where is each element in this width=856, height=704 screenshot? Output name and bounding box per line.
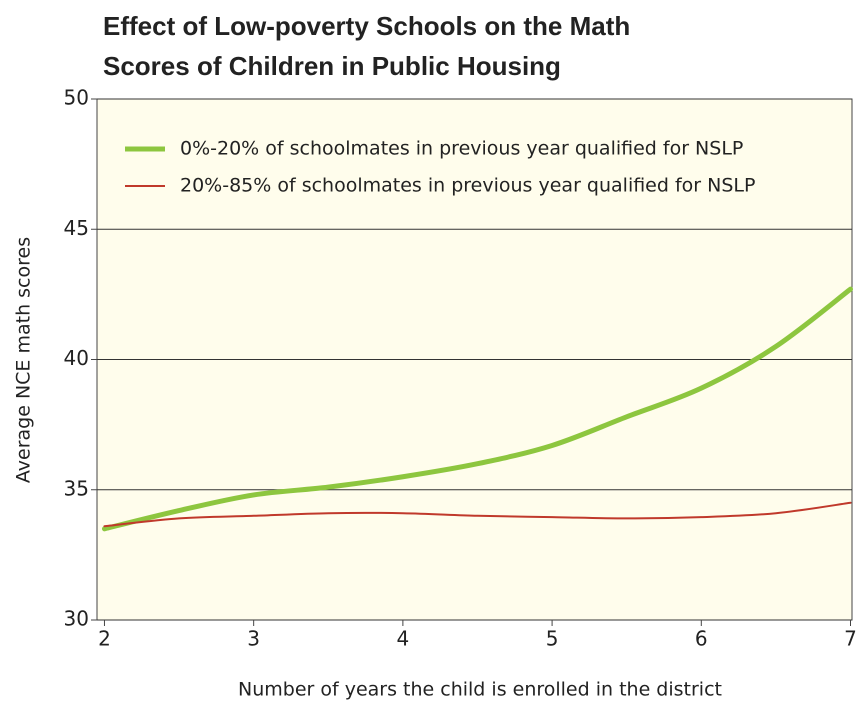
x-tick-label: 6: [695, 627, 708, 651]
y-axis-label: Average NCE math scores: [13, 237, 35, 483]
x-tick-label: 7: [844, 627, 856, 651]
y-tick-label: 40: [64, 346, 89, 370]
x-axis-label: Number of years the child is enrolled in…: [238, 679, 722, 701]
x-tick-label: 2: [98, 627, 111, 651]
series-line: [103, 501, 852, 528]
chart-title: Effect of Low-poverty Schools on the Mat…: [103, 11, 631, 81]
x-tick-label: 5: [546, 627, 559, 651]
x-tick-label: 4: [397, 627, 410, 651]
y-tick-label: 35: [64, 476, 89, 500]
legend-label: 0%-20% of schoolmates in previous year q…: [180, 138, 743, 160]
y-tick-label: 50: [64, 86, 89, 110]
series-line: [101, 286, 854, 532]
x-tick-label: 3: [247, 627, 260, 651]
y-tick-label: 45: [64, 216, 89, 240]
y-tick-label: 30: [64, 607, 89, 631]
legend-label: 20%-85% of schoolmates in previous year …: [180, 175, 755, 197]
